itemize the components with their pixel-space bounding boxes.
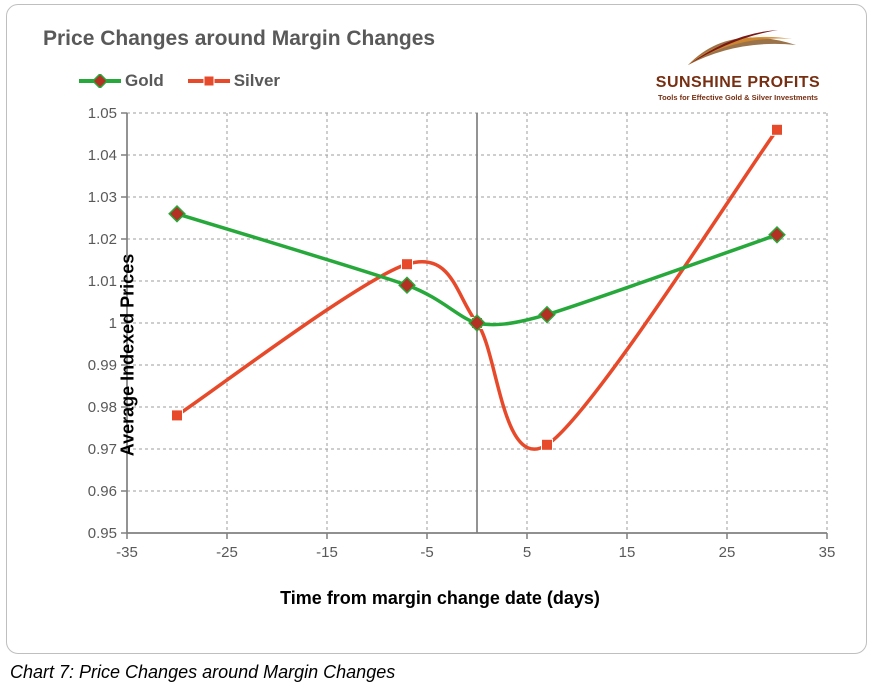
- chart-title: Price Changes around Margin Changes: [43, 27, 435, 51]
- svg-text:5: 5: [523, 544, 531, 561]
- svg-text:1.01: 1.01: [88, 273, 117, 290]
- svg-text:0.99: 0.99: [88, 357, 117, 374]
- legend-label-gold: Gold: [125, 71, 164, 91]
- plot-wrap: Average Indexed Prices 0.950.960.970.980…: [35, 105, 845, 605]
- logo-tagline: Tools for Effective Gold & Silver Invest…: [638, 93, 838, 102]
- y-axis-label: Average Indexed Prices: [118, 254, 139, 456]
- svg-text:0.98: 0.98: [88, 399, 117, 416]
- svg-text:15: 15: [619, 544, 636, 561]
- legend-item-gold: Gold: [79, 71, 164, 91]
- svg-text:0.95: 0.95: [88, 525, 117, 542]
- legend-swatch-silver: [188, 79, 230, 83]
- svg-text:-35: -35: [116, 544, 138, 561]
- svg-text:1.05: 1.05: [88, 105, 117, 122]
- figure-caption: Chart 7: Price Changes around Margin Cha…: [10, 662, 395, 683]
- svg-text:0.97: 0.97: [88, 441, 117, 458]
- brand-logo: SUNSHINE PROFITS Tools for Effective Gol…: [638, 25, 838, 102]
- legend: Gold Silver: [79, 71, 280, 91]
- legend-label-silver: Silver: [234, 71, 280, 91]
- chart-card: Price Changes around Margin Changes SUNS…: [6, 4, 867, 654]
- svg-text:1.04: 1.04: [88, 147, 117, 164]
- svg-text:-25: -25: [216, 544, 238, 561]
- svg-text:1.03: 1.03: [88, 189, 117, 206]
- legend-item-silver: Silver: [188, 71, 280, 91]
- svg-text:0.96: 0.96: [88, 483, 117, 500]
- legend-swatch-gold: [79, 79, 121, 83]
- svg-text:-5: -5: [420, 544, 433, 561]
- svg-text:1: 1: [109, 315, 117, 332]
- x-axis-label: Time from margin change date (days): [280, 588, 600, 609]
- svg-text:35: 35: [819, 544, 836, 561]
- svg-text:25: 25: [719, 544, 736, 561]
- logo-text: SUNSHINE PROFITS: [638, 74, 838, 92]
- svg-text:-15: -15: [316, 544, 338, 561]
- figure-container: Price Changes around Margin Changes SUNS…: [0, 0, 875, 700]
- logo-swoosh-icon: [678, 25, 798, 67]
- chart-svg: 0.95 0.96 0.97 0.98 0.99 1 1.01 1.02 1.03 1.04 1.0…: [35, 105, 845, 605]
- svg-text:1.02: 1.02: [88, 231, 117, 248]
